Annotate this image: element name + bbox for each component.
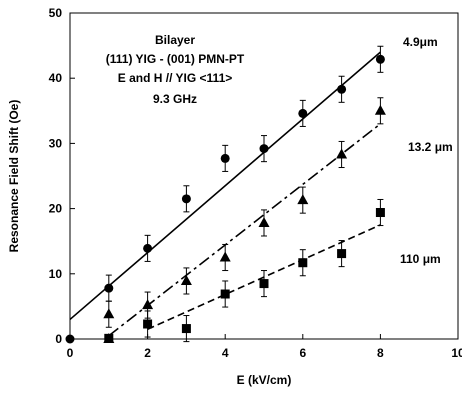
y-axis-label: Resonance Field Shift (Oe) — [7, 100, 21, 253]
point-square — [181, 324, 191, 334]
y-tick-label: 20 — [49, 202, 63, 216]
point-square — [143, 319, 153, 329]
point-triangle — [258, 216, 270, 227]
series-label-4-9um: 4.9μm — [403, 35, 438, 49]
point-triangle — [336, 148, 348, 159]
y-tick-label: 0 — [55, 332, 62, 346]
point-circle — [65, 334, 75, 344]
annotation-line-4: 9.3 GHz — [153, 92, 197, 106]
x-tick-label: 10 — [451, 346, 462, 360]
point-square — [337, 249, 347, 259]
point-triangle — [219, 251, 231, 262]
point-square — [259, 279, 269, 289]
x-tick-label: 8 — [377, 346, 384, 360]
y-tick-label: 50 — [49, 6, 63, 20]
point-circle — [375, 54, 385, 64]
series-label-110um: 110 μm — [400, 252, 441, 266]
fit-line — [69, 51, 381, 321]
x-tick-label: 2 — [144, 346, 151, 360]
point-circle — [298, 108, 308, 118]
annotation-line-1: Bilayer — [155, 33, 195, 47]
series-label-13-2um: 13.2 μm — [408, 140, 453, 154]
y-tick-label: 40 — [49, 71, 63, 85]
point-triangle — [103, 333, 115, 343]
fit-line — [108, 123, 381, 337]
point-triangle — [180, 274, 192, 285]
point-triangle — [103, 308, 115, 319]
x-tick-label: 0 — [67, 346, 74, 360]
point-circle — [259, 144, 269, 154]
x-axis-label: E (kV/cm) — [237, 373, 292, 387]
annotation: Bilayer (111) YIG - (001) PMN-PT E and H… — [106, 33, 245, 106]
annotation-line-2: (111) YIG - (001) PMN-PT — [106, 52, 245, 66]
y-tick-label: 10 — [49, 267, 63, 281]
point-square — [298, 258, 308, 268]
data-marks — [65, 45, 386, 344]
x-tick-label: 4 — [222, 346, 229, 360]
x-tick-label: 6 — [299, 346, 306, 360]
point-triangle — [374, 104, 386, 115]
point-square — [375, 208, 385, 218]
y-tick-label: 30 — [49, 136, 63, 150]
point-circle — [143, 243, 153, 253]
point-circle — [181, 194, 191, 204]
plot-frame — [69, 12, 459, 340]
point-circle — [104, 283, 114, 293]
annotation-line-3: E and H // YIG <111> — [118, 71, 233, 85]
point-triangle — [142, 299, 154, 310]
point-circle — [337, 84, 347, 94]
point-circle — [220, 153, 230, 163]
point-square — [220, 289, 230, 299]
point-triangle — [297, 194, 309, 205]
axes: 0 2 4 6 8 10 0 10 20 30 40 50 — [49, 6, 462, 360]
